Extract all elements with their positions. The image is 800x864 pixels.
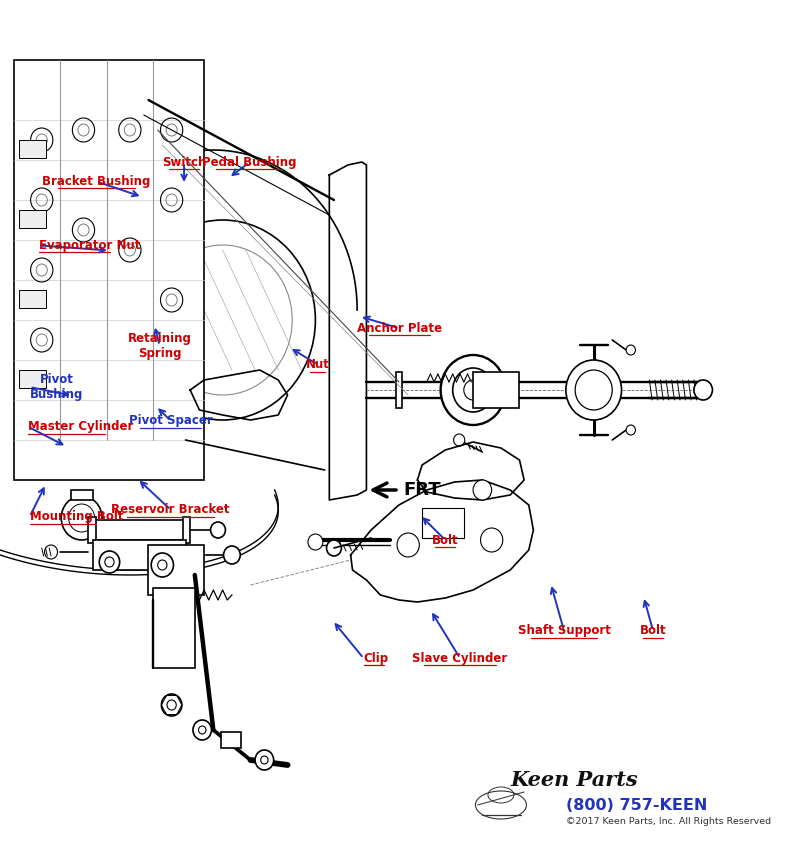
Circle shape <box>151 553 174 577</box>
Circle shape <box>694 380 713 400</box>
Text: Shaft Support: Shaft Support <box>518 624 610 638</box>
Bar <box>18 370 46 388</box>
Polygon shape <box>418 442 524 500</box>
Bar <box>149 545 204 595</box>
Polygon shape <box>330 162 366 500</box>
Bar <box>153 588 195 668</box>
Circle shape <box>162 694 182 716</box>
Circle shape <box>453 368 494 412</box>
Text: Evaporator Nut: Evaporator Nut <box>38 238 140 252</box>
Bar <box>221 732 241 748</box>
Text: Master Cylinder: Master Cylinder <box>28 420 134 434</box>
Text: Keen Parts: Keen Parts <box>510 770 638 790</box>
Circle shape <box>223 546 240 564</box>
Bar <box>18 290 46 308</box>
Circle shape <box>397 533 419 557</box>
Bar <box>473 372 519 408</box>
Circle shape <box>255 750 274 770</box>
Polygon shape <box>70 150 357 468</box>
Text: Bolt: Bolt <box>640 624 666 638</box>
Bar <box>396 372 402 408</box>
Text: (800) 757-KEEN: (800) 757-KEEN <box>566 797 707 812</box>
Circle shape <box>210 522 226 538</box>
Circle shape <box>62 496 102 540</box>
Bar <box>88 517 95 543</box>
Text: Anchor Plate: Anchor Plate <box>357 321 442 335</box>
Bar <box>14 60 204 480</box>
Circle shape <box>481 528 502 552</box>
Bar <box>18 210 46 228</box>
Polygon shape <box>350 480 534 602</box>
Text: Nut: Nut <box>306 358 330 372</box>
Text: Switch: Switch <box>162 156 206 169</box>
Text: ©2017 Keen Parts, Inc. All Rights Reserved: ©2017 Keen Parts, Inc. All Rights Reserv… <box>566 817 771 827</box>
Text: Bolt: Bolt <box>432 533 458 547</box>
Text: Pivot
Bushing: Pivot Bushing <box>30 373 83 401</box>
Circle shape <box>308 534 323 550</box>
Bar <box>422 508 464 538</box>
Bar <box>93 520 186 540</box>
Circle shape <box>626 345 635 355</box>
Circle shape <box>193 720 211 740</box>
Bar <box>182 517 190 543</box>
Circle shape <box>441 355 506 425</box>
Circle shape <box>473 480 492 500</box>
Text: Pivot Spacer: Pivot Spacer <box>129 414 213 428</box>
Text: Reservoir Bracket: Reservoir Bracket <box>111 503 230 517</box>
Circle shape <box>130 220 315 420</box>
Text: Slave Cylinder: Slave Cylinder <box>413 651 508 665</box>
Text: Clip: Clip <box>364 651 389 665</box>
Bar <box>93 540 186 570</box>
Circle shape <box>566 360 622 420</box>
Text: Bracket Bushing: Bracket Bushing <box>42 175 150 188</box>
Circle shape <box>99 551 120 573</box>
Circle shape <box>45 545 58 559</box>
Bar <box>70 490 93 500</box>
Circle shape <box>326 540 342 556</box>
Text: Retaining
Spring: Retaining Spring <box>128 332 191 359</box>
Text: FRT: FRT <box>403 481 441 499</box>
Polygon shape <box>190 370 287 420</box>
Circle shape <box>454 434 465 446</box>
Text: Pedal Bushing: Pedal Bushing <box>202 156 297 169</box>
Text: Mounting Bolt: Mounting Bolt <box>30 510 123 524</box>
Bar <box>18 140 46 158</box>
Circle shape <box>626 425 635 435</box>
